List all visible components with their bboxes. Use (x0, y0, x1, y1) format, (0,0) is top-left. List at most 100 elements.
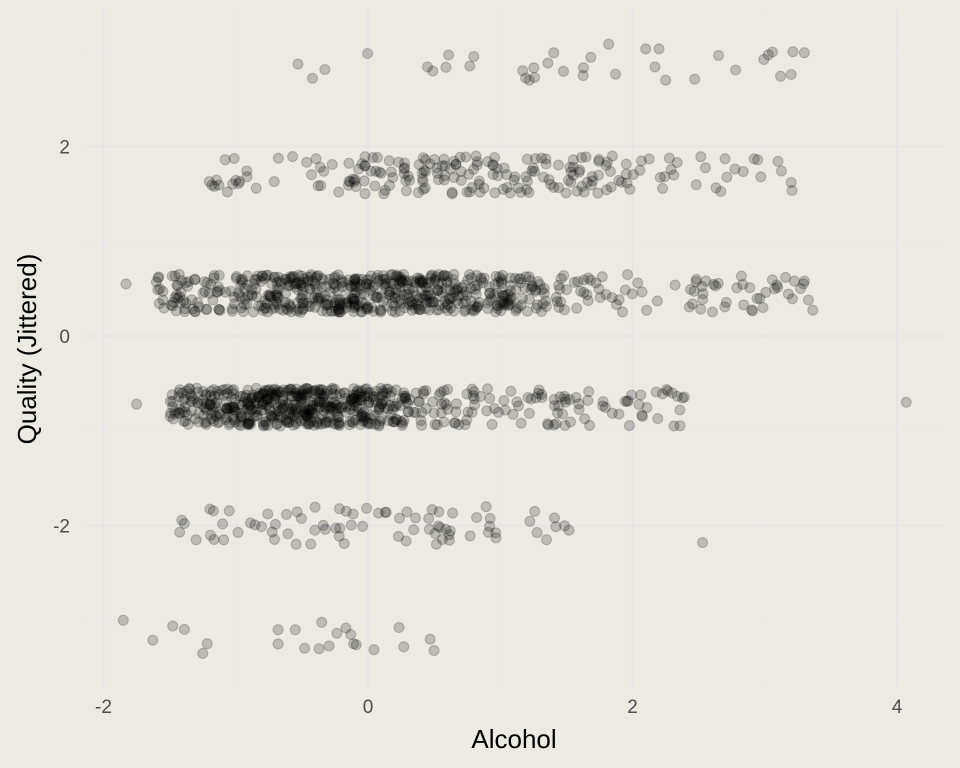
data-point (311, 417, 323, 429)
data-point (186, 294, 198, 306)
data-point (307, 275, 319, 287)
data-point (567, 169, 579, 181)
data-point (176, 514, 188, 526)
data-point (363, 278, 375, 290)
data-point (532, 387, 544, 399)
data-point (478, 182, 490, 194)
data-point (235, 412, 247, 424)
data-point (577, 62, 590, 74)
data-point (450, 158, 462, 171)
data-point (399, 392, 411, 404)
data-point (427, 65, 439, 77)
data-point (442, 299, 454, 311)
data-point (272, 624, 284, 636)
data-point (348, 392, 361, 404)
data-point (189, 274, 201, 286)
data-point (190, 534, 202, 546)
data-point (482, 526, 494, 538)
data-point (174, 407, 186, 419)
data-point (463, 269, 476, 281)
data-point (368, 391, 380, 403)
data-point (650, 386, 662, 398)
x-axis-title: Alcohol (471, 724, 556, 754)
data-point (392, 270, 404, 282)
data-point (271, 287, 283, 299)
data-point (758, 53, 770, 65)
data-point (389, 306, 401, 318)
data-point (427, 296, 439, 308)
data-point (496, 277, 508, 290)
data-point (394, 305, 406, 317)
data-point (277, 396, 289, 408)
data-point (615, 176, 627, 188)
data-point (347, 508, 359, 520)
data-point (304, 282, 316, 294)
data-point (176, 387, 189, 399)
data-point (526, 281, 538, 293)
data-point (267, 384, 279, 396)
data-point (299, 406, 311, 419)
data-point (446, 292, 458, 304)
data-point (613, 174, 625, 186)
data-point (428, 407, 440, 419)
data-point (172, 279, 184, 291)
data-point (498, 395, 510, 407)
data-point (417, 152, 429, 164)
data-point (603, 38, 615, 50)
data-point (169, 405, 181, 418)
data-point (268, 390, 280, 402)
data-point (390, 400, 402, 412)
data-point (444, 284, 456, 296)
data-point (536, 388, 548, 400)
data-point (208, 272, 220, 284)
data-point (362, 399, 374, 411)
data-point (385, 278, 397, 290)
data-point (302, 300, 315, 312)
data-point (409, 303, 421, 315)
data-point (214, 284, 226, 297)
data-point (294, 279, 306, 291)
data-point (469, 304, 481, 316)
data-point (668, 420, 680, 432)
data-point (530, 392, 542, 404)
data-point (298, 281, 310, 293)
data-point (601, 184, 613, 196)
data-point (433, 269, 445, 281)
data-point (310, 272, 322, 284)
data-point (593, 155, 605, 167)
data-point (236, 399, 248, 411)
data-point (553, 301, 565, 313)
data-point (192, 397, 204, 409)
data-point (444, 292, 456, 304)
data-point (179, 303, 191, 315)
data-point (212, 417, 224, 429)
data-point (333, 417, 345, 429)
data-point (289, 399, 301, 411)
data-point (309, 385, 322, 397)
data-point (380, 506, 392, 518)
data-point (368, 305, 380, 317)
data-point (312, 293, 324, 305)
data-point (288, 278, 300, 290)
data-point (584, 419, 596, 431)
data-point (483, 281, 495, 293)
data-point (433, 389, 445, 401)
data-point (252, 392, 265, 404)
data-point (336, 402, 348, 414)
data-point (660, 74, 672, 86)
data-point (266, 410, 278, 422)
data-point (252, 390, 264, 402)
data-point (349, 273, 361, 285)
data-point (321, 294, 333, 306)
data-point (597, 396, 609, 408)
data-point (266, 526, 278, 538)
data-point (333, 418, 345, 431)
data-point (285, 390, 298, 402)
data-point (395, 415, 407, 428)
data-point (323, 640, 335, 652)
data-point (504, 294, 516, 306)
data-point (235, 419, 247, 432)
data-point (312, 418, 324, 430)
data-point (769, 283, 781, 295)
